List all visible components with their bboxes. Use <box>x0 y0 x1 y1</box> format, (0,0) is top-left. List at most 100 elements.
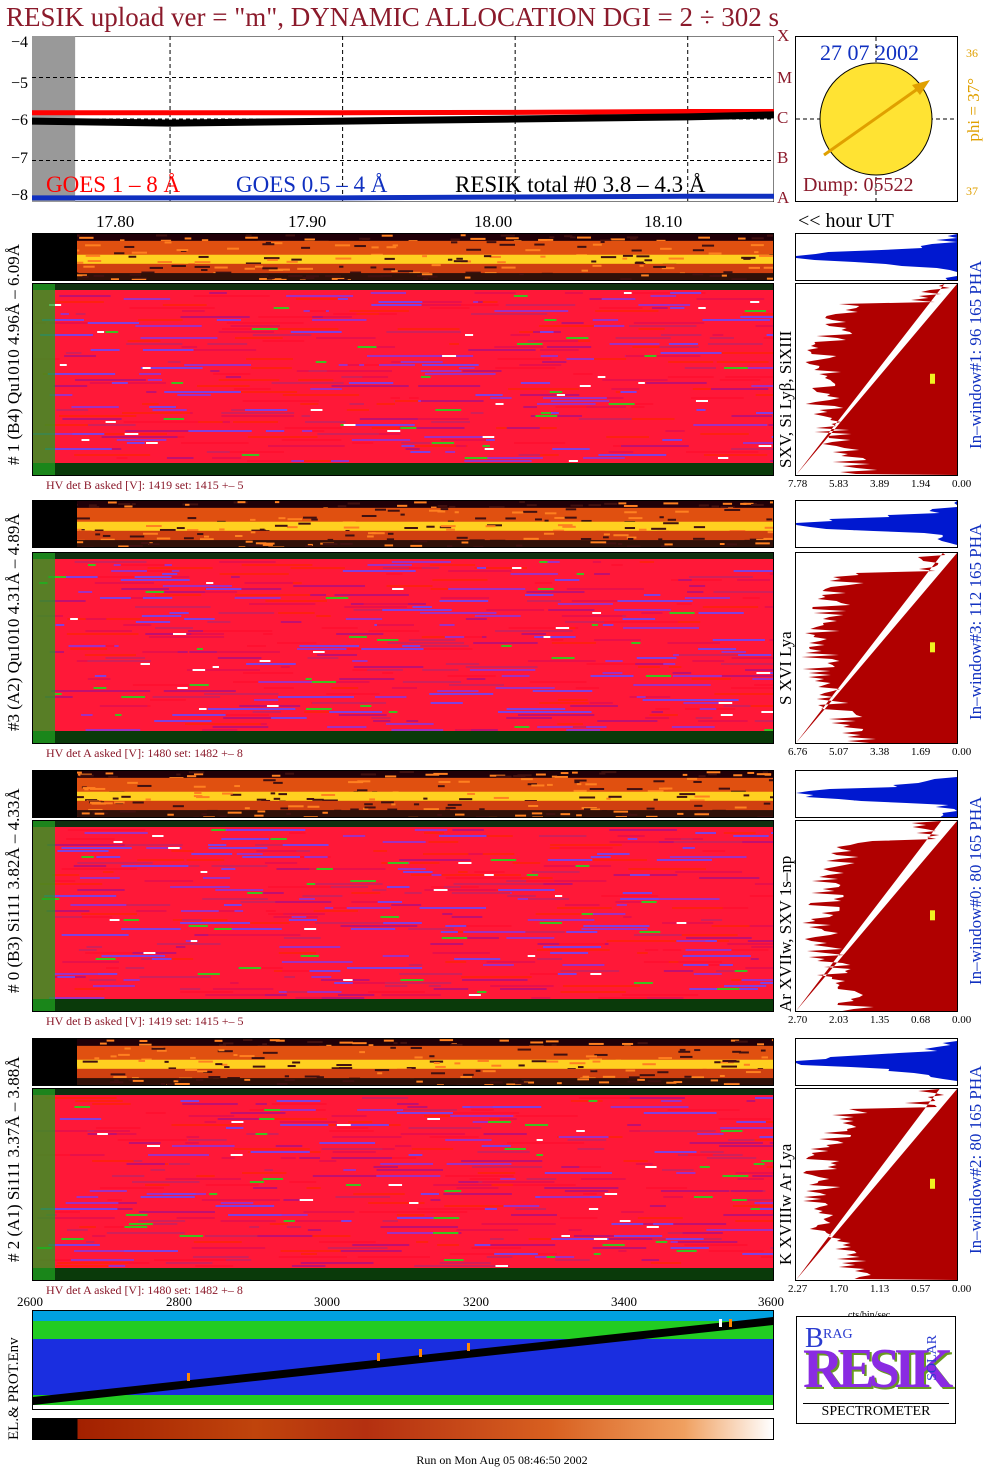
goes-series-resik <box>32 111 774 127</box>
env-plot <box>33 1311 773 1409</box>
pha-tick: 2.27 <box>788 1283 808 1295</box>
pha-tick: 7.78 <box>788 478 808 490</box>
detector-top-strip <box>32 770 774 818</box>
logo-rag: RAG <box>823 1327 853 1342</box>
line-label: K XVIIIw Ar Lya <box>776 1143 795 1266</box>
detector-label: #3 (A2) Qu1010 4.31Å – 4.89Å <box>4 513 23 731</box>
time-tick: 17.90 <box>288 212 327 231</box>
run-footer: Run on Mon Aug 05 08:46:50 2002 <box>416 1453 588 1467</box>
pha-tick: 0.57 <box>911 1283 931 1295</box>
window-label: In–window#1: 96 165 PHA <box>966 260 985 449</box>
goes-class-label: X <box>777 26 790 45</box>
page-title: RESIK upload ver = "m", DYNAMIC ALLOCATI… <box>6 2 780 32</box>
pha-top <box>795 233 958 281</box>
pha-tick: 3.38 <box>870 746 890 758</box>
env-gradient-bar <box>32 1418 774 1440</box>
bin-tick: 3200 <box>463 1294 489 1309</box>
goes-class-label: B <box>777 148 789 167</box>
detector-top-strip <box>32 1038 774 1086</box>
pha-tick: 5.83 <box>829 478 849 490</box>
goes-ytick: −4 <box>10 34 28 51</box>
pha-top <box>795 500 958 548</box>
legend-resik-total: RESIK total #0 3.8 – 4.3 Å <box>455 172 706 197</box>
pha-tick: 0.68 <box>911 1014 931 1026</box>
observation-date: 27 07 2002 <box>820 40 919 65</box>
pha-main <box>795 820 958 1012</box>
detector-label: # 2 (A1) Si111 3.37Å – 3.88Å <box>4 1056 23 1263</box>
phi-angle: phi = 37° <box>964 78 983 142</box>
time-tick: 17.80 <box>96 212 135 231</box>
detector-label: # 1 (B4) Qu1010 4.96Å – 6.09Å <box>4 244 23 465</box>
goes-class-label: M <box>777 68 793 87</box>
pha-tick: 0.00 <box>952 746 972 758</box>
hv-readout: HV det A asked [V]: 1480 set: 1482 +– 8 <box>46 746 243 760</box>
bin-tick: 2600 <box>17 1294 43 1309</box>
goes-series-1-8 <box>32 109 774 116</box>
time-tick: 18.10 <box>644 212 683 231</box>
pha-tick: 3.89 <box>870 478 890 490</box>
pha-tick: 2.03 <box>829 1014 849 1026</box>
bin-tick: 3600 <box>758 1294 784 1309</box>
pha-tick: 1.35 <box>870 1014 890 1026</box>
pha-tick: 5.07 <box>829 746 849 758</box>
logo-spectrometer: SPECTROMETER <box>803 1403 949 1420</box>
pha-top <box>795 1038 958 1086</box>
bin-tick: 3000 <box>314 1294 340 1309</box>
logo-b: B <box>805 1323 824 1354</box>
sun-axis-line <box>823 81 927 157</box>
env-label: EL.& PROT.Env <box>6 1337 22 1440</box>
goes-ytick: −6 <box>10 112 28 129</box>
detector-spectrogram <box>32 820 774 1012</box>
goes-plot <box>32 36 774 202</box>
window-label: In–window#3: 112 165 PHA <box>966 523 985 721</box>
detector-top-strip <box>32 233 774 281</box>
pha-tick: 2.70 <box>788 1014 808 1026</box>
bin-tick: 3400 <box>611 1294 637 1309</box>
detector-spectrogram <box>32 283 774 476</box>
pha-main <box>795 283 958 476</box>
detector-spectrogram <box>32 552 774 744</box>
sun-disk-plot <box>796 37 957 201</box>
goes-ytick: −7 <box>10 150 28 167</box>
pha-tick: 0.00 <box>952 478 972 490</box>
goes-class-label: A <box>777 188 790 207</box>
logo-solar: SOLAR <box>925 1335 940 1381</box>
pha-top <box>795 770 958 818</box>
dump-number: Dump: 05522 <box>803 174 914 196</box>
line-label: Ar XVIIw, SXV 1s–np <box>776 855 795 1012</box>
time-axis-label: << hour UT <box>798 210 894 232</box>
legend-goes-05-4: GOES 0.5 – 4 Å <box>236 172 388 197</box>
pha-tick: 0.00 <box>952 1014 972 1026</box>
goes-series-05-4 <box>32 193 774 201</box>
phi-top: 36 <box>966 46 978 60</box>
phi-bottom: 37 <box>966 184 978 198</box>
detector-spectrogram <box>32 1088 774 1281</box>
detector-top-strip <box>32 500 774 548</box>
hv-readout: HV det B asked [V]: 1419 set: 1415 +– 5 <box>46 1014 244 1028</box>
detector-label: # 0 (B3) Si111 3.82Å – 4.33Å <box>4 788 23 994</box>
hv-readout: HV det A asked [V]: 1480 set: 1482 +– 8 <box>46 1283 243 1297</box>
pha-tick: 0.00 <box>952 1283 972 1295</box>
time-tick: 18.00 <box>474 212 513 231</box>
legend-goes-1-8: GOES 1 – 8 Å <box>46 172 181 197</box>
line-label: SXV, Si Lyβ, SiXIII <box>776 330 795 469</box>
sun-panel <box>795 36 958 202</box>
sun-axis-arrow <box>912 80 930 95</box>
pha-tick: 1.94 <box>911 478 931 490</box>
goes-ytick: −5 <box>10 75 28 92</box>
bin-tick: 2800 <box>166 1294 192 1309</box>
pha-unit: cts/bin/sec <box>848 1310 890 1321</box>
pha-tick: 6.76 <box>788 746 808 758</box>
logo-resik: RESIK <box>803 1338 953 1400</box>
goes-ytick: −8 <box>10 187 28 204</box>
pha-main <box>795 552 958 744</box>
resik-logo: B RAG RESIK SOLAR SPECTROMETER <box>796 1316 956 1424</box>
pha-tick: 1.69 <box>911 746 931 758</box>
goes-class-label: C <box>777 108 789 127</box>
pha-main <box>795 1088 958 1281</box>
env-panel <box>32 1310 774 1410</box>
window-label: In–window#0: 80 165 PHA <box>966 796 985 986</box>
hv-readout: HV det B asked [V]: 1419 set: 1415 +– 5 <box>46 478 244 492</box>
line-label: S XVI Lya <box>776 631 795 705</box>
pha-tick: 1.70 <box>829 1283 849 1295</box>
